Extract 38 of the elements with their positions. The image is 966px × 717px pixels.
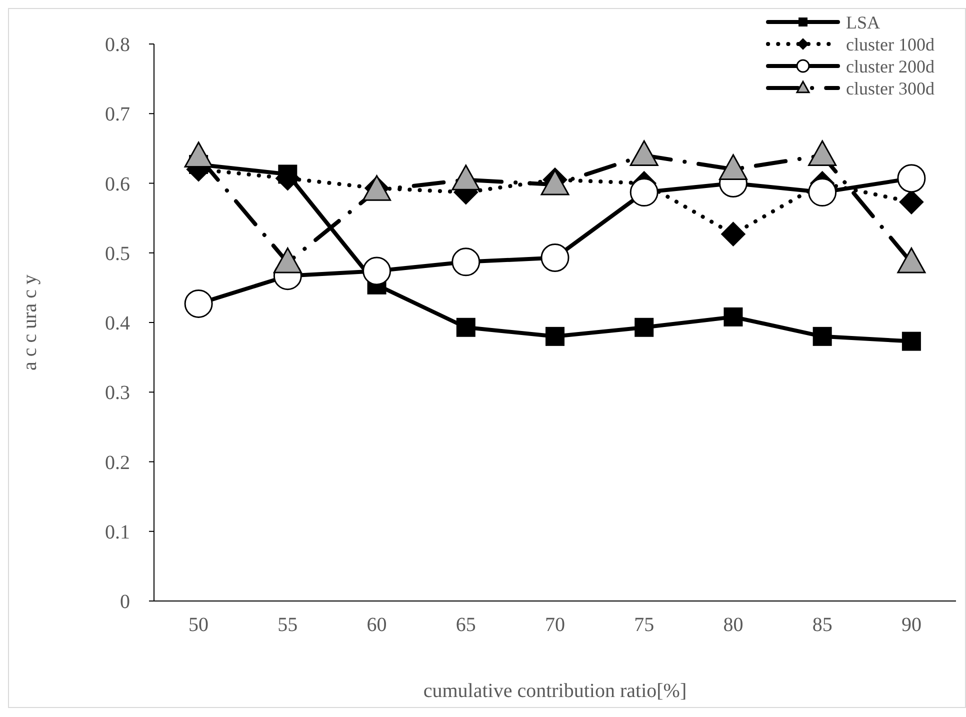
point xyxy=(721,222,746,246)
legend-label: cluster 300d xyxy=(846,78,934,98)
point xyxy=(902,332,921,351)
y-tick-label: 0.3 xyxy=(105,382,130,404)
point xyxy=(808,178,837,207)
point xyxy=(184,289,213,318)
y-tick-label: 0.6 xyxy=(105,173,130,196)
y-tick-label: 0.1 xyxy=(105,521,130,544)
y-tick-label: 0 xyxy=(120,591,130,613)
point xyxy=(540,244,570,272)
legend-label: LSA xyxy=(846,12,880,32)
legend-label: cluster 200d xyxy=(846,56,934,76)
legend-label: cluster 100d xyxy=(846,34,934,54)
x-tick-label: 90 xyxy=(901,614,922,636)
x-tick-label: 60 xyxy=(366,614,387,636)
x-tick-label: 75 xyxy=(634,614,654,636)
point xyxy=(630,178,658,207)
point xyxy=(452,248,480,276)
x-tick-label: 80 xyxy=(723,614,744,636)
x-axis-title: cumulative contribution ratio[%] xyxy=(423,680,687,702)
x-tick-label: 85 xyxy=(812,614,832,636)
point xyxy=(456,318,476,337)
x-tick-label: 65 xyxy=(456,614,476,636)
y-tick-label: 0.5 xyxy=(105,242,130,265)
x-tick-label: 50 xyxy=(188,614,209,636)
point xyxy=(897,164,926,193)
y-tick-label: 0.8 xyxy=(105,34,130,56)
point xyxy=(362,256,392,286)
x-tick-label: 55 xyxy=(278,614,298,636)
point xyxy=(812,326,832,346)
y-tick-label: 0.4 xyxy=(105,312,130,334)
x-tick-label: 70 xyxy=(545,614,565,636)
y-tick-label: 0.2 xyxy=(105,452,130,474)
y-tick-label: 0.7 xyxy=(105,104,130,126)
point xyxy=(634,318,654,337)
point xyxy=(546,326,564,346)
point xyxy=(724,307,743,326)
y-axis-title: a c c ura c y xyxy=(19,274,41,371)
